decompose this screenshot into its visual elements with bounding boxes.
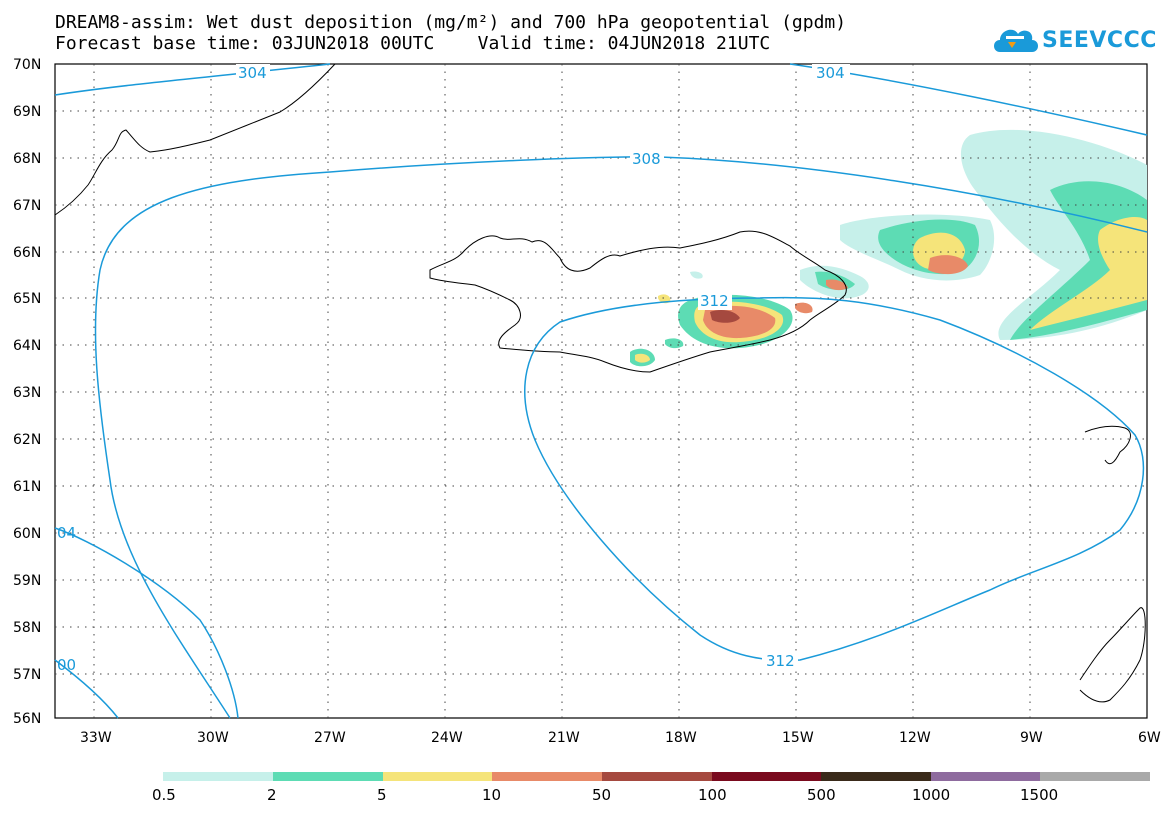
map-frame <box>54 63 1148 719</box>
faroe-islands-coast <box>1084 425 1131 465</box>
lat-label: 57N <box>13 667 41 683</box>
colorbar-label: 5 <box>377 786 387 804</box>
contour-label-312-north: 312 <box>700 292 729 310</box>
lon-label: 24W <box>431 730 463 746</box>
lat-label: 64N <box>13 338 41 354</box>
colorbar-swatch <box>273 772 383 781</box>
colorbar-label: 0.5 <box>152 786 176 804</box>
lat-label: 65N <box>13 291 41 307</box>
seevccc-logo: SEEVCCC <box>990 22 1170 58</box>
colorbar-label: 1000 <box>912 786 950 804</box>
lon-label: 21W <box>548 730 580 746</box>
colorbar-label: 10 <box>482 786 501 804</box>
lat-label: 63N <box>13 385 41 401</box>
colorbar-swatch <box>712 772 821 781</box>
lon-label: 15W <box>782 730 814 746</box>
lon-label: 9W <box>1020 730 1043 746</box>
colorbar-swatch <box>1040 772 1150 781</box>
contour-label-312-south: 312 <box>766 652 795 670</box>
colorbar-swatch <box>492 772 602 781</box>
map-title: DREAM8-assim: Wet dust deposition (mg/m²… <box>55 12 847 33</box>
lat-label: 58N <box>13 620 41 636</box>
colorbar-label: 500 <box>807 786 836 804</box>
lon-label: 30W <box>197 730 229 746</box>
lat-label: 59N <box>13 573 41 589</box>
contour-label-304-southwest: 04 <box>57 524 76 542</box>
longitude-labels: 33W 30W 27W 24W 21W 18W 15W 12W 9W 6W <box>80 730 1161 746</box>
contour-label-300-southwest: 00 <box>57 656 76 674</box>
lat-label: 68N <box>13 151 41 167</box>
colorbar: 0.5 2 5 10 50 100 500 1000 1500 <box>152 772 1150 804</box>
dust-deposition-shading <box>630 129 1147 367</box>
colorbar-label: 100 <box>698 786 727 804</box>
colorbar-label: 1500 <box>1020 786 1058 804</box>
lon-label: 6W <box>1138 730 1161 746</box>
geopotential-contours <box>54 63 1148 719</box>
lat-label: 66N <box>13 245 41 261</box>
lon-label: 33W <box>80 730 112 746</box>
scotland-coast <box>1079 607 1146 703</box>
lon-label: 12W <box>899 730 931 746</box>
latitude-labels: 70N 69N 68N 67N 66N 65N 64N 63N 62N 61N … <box>13 57 41 727</box>
lat-label: 60N <box>13 526 41 542</box>
iceland-coast <box>429 230 847 373</box>
lat-label: 67N <box>13 198 41 214</box>
greenland-coast <box>54 63 336 216</box>
colorbar-swatch <box>602 772 712 781</box>
colorbar-swatch <box>383 772 492 781</box>
lon-label: 27W <box>314 730 346 746</box>
lat-label: 61N <box>13 479 41 495</box>
contour-label-308: 308 <box>632 150 661 168</box>
contour-label-304-east: 304 <box>816 64 845 82</box>
lat-label: 69N <box>13 104 41 120</box>
cloud-icon <box>994 29 1038 52</box>
logo-text: SEEVCCC <box>1042 28 1157 53</box>
colorbar-label: 2 <box>267 786 277 804</box>
lat-label: 56N <box>13 711 41 727</box>
colorbar-label: 50 <box>592 786 611 804</box>
colorbar-swatch <box>163 772 273 781</box>
colorbar-swatch <box>931 772 1040 781</box>
map-subtitle: Forecast base time: 03JUN2018 00UTC Vali… <box>55 33 771 54</box>
lat-label: 70N <box>13 57 41 73</box>
colorbar-swatch <box>821 772 931 781</box>
coastlines <box>54 63 1146 703</box>
lat-label: 62N <box>13 432 41 448</box>
lon-label: 18W <box>665 730 697 746</box>
contour-label-304-west: 304 <box>238 64 267 82</box>
